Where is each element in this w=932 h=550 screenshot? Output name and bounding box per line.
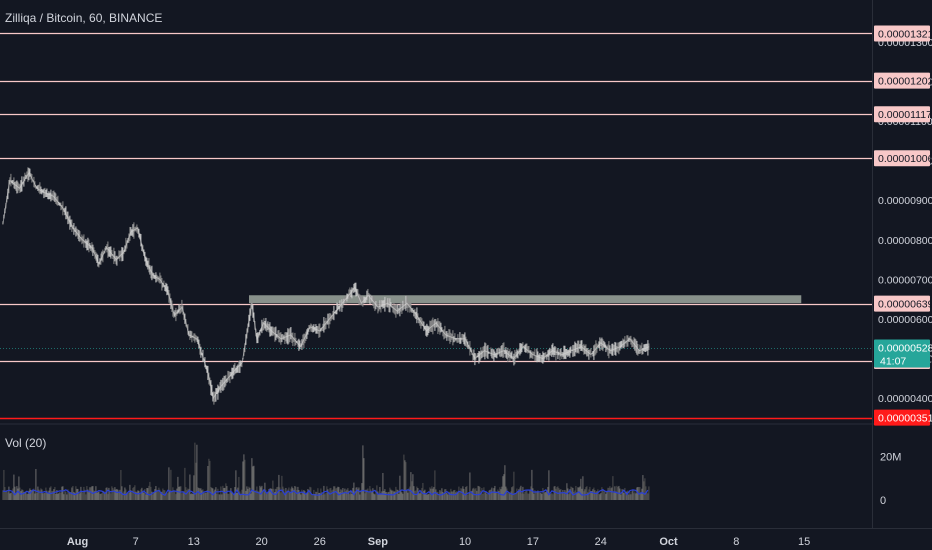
resistance-zone: [249, 295, 802, 304]
time-axis-label: 20: [255, 536, 267, 548]
price-line: [2, 171, 650, 400]
volume-ma-line: [2, 488, 649, 496]
time-axis-label: Oct: [659, 536, 678, 548]
price-axis-label: 0.00000600: [878, 314, 932, 326]
countdown-label: 41:07: [880, 356, 906, 368]
last-price-tag: [874, 339, 930, 368]
time-axis-label: 24: [595, 536, 607, 548]
time-axis-label: 26: [314, 536, 326, 548]
time-axis-label: 10: [459, 536, 471, 548]
price-axis-label: 0.00000400: [878, 393, 932, 405]
time-axis: Aug 7 13 20 26 Sep 10 17 24 Oct 8 15: [67, 536, 810, 548]
level-tag: [874, 25, 930, 42]
last-price-label: 0.00000528: [878, 343, 932, 355]
resistance-zone-rect: [249, 295, 802, 304]
time-axis-label: 13: [188, 536, 200, 548]
price-axis-label: 0.00000700: [878, 274, 932, 286]
time-axis-label: Sep: [368, 536, 388, 548]
volume-axis: 20M 0: [880, 451, 901, 507]
level-tag: [874, 150, 930, 167]
candles: [2, 167, 650, 405]
level-tag-label: 0.00000351: [878, 413, 932, 425]
volume-axis-label: 20M: [880, 451, 901, 463]
time-axis-label: Aug: [67, 536, 88, 548]
level-tag: [874, 295, 930, 312]
price-axis-label: 0.00000800: [878, 235, 932, 247]
time-axis-label: 15: [798, 536, 810, 548]
level-tag: [874, 409, 930, 426]
level-tag-label: 0.00001321: [878, 28, 932, 40]
time-axis-label: 17: [527, 536, 539, 548]
level-tag: [874, 106, 930, 123]
time-axis-label: 7: [133, 536, 139, 548]
horizontal-levels: [0, 32, 872, 420]
volume-axis-label: 0: [880, 495, 886, 507]
grid-lines: [0, 0, 932, 529]
level-tag-label: 0.00000639: [878, 299, 932, 311]
price-axis-label: 0.00000900: [878, 195, 932, 207]
level-tag: [874, 72, 930, 89]
time-axis-label: 8: [733, 536, 739, 548]
level-tags: 0.00001321 0.00001202 0.00001117 0.00001006…: [874, 25, 932, 426]
price-series: [2, 167, 650, 405]
level-tag-label: 0.00001202: [878, 76, 932, 88]
level-tag-label: 0.00001117: [878, 109, 932, 121]
level-tag-label: 0.00001006: [878, 153, 932, 165]
volume-bars: [2, 442, 650, 500]
